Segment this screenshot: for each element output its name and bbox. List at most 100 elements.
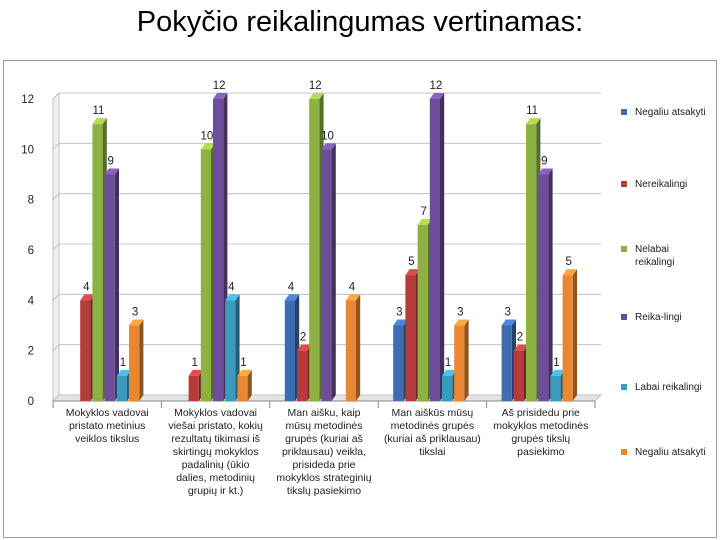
legend-label: Negaliu atsakyti (635, 447, 706, 458)
bar-side (548, 168, 553, 401)
data-label: 4 (228, 281, 235, 293)
data-label: 12 (213, 80, 226, 92)
data-label: 3 (457, 307, 463, 319)
chart-frame: 0 2 4 6 8 10 12 4 11 9 1 3 1 10 12 4 1 4 2 12 10 4 3 5 7 12 1 3 3 2 11… (3, 60, 717, 538)
bar (562, 275, 573, 401)
x-tick-label: Mokyklos vadovai pristato metinius veiklos… (65, 407, 149, 445)
bar (297, 350, 308, 401)
bar-top (538, 168, 553, 175)
bar (92, 124, 103, 401)
y-tick-label: 12 (21, 94, 34, 106)
legend-swatch (621, 384, 627, 390)
data-label: 2 (517, 332, 523, 344)
bar-top (321, 143, 336, 150)
bar-top (116, 369, 132, 376)
bar (80, 300, 91, 401)
bar-top (80, 294, 95, 301)
data-label: 2 (300, 332, 306, 344)
bar-side (247, 369, 252, 401)
data-label: 9 (541, 156, 547, 168)
legend-label: Nereikalingi (635, 179, 688, 190)
data-label: 11 (526, 105, 538, 117)
bar-top (501, 319, 516, 326)
bar (309, 99, 320, 401)
y-tick-label: 2 (28, 346, 34, 358)
bar (225, 300, 236, 401)
bar-top (442, 369, 457, 376)
bar (188, 375, 199, 401)
data-label: 4 (288, 281, 295, 293)
data-label: 5 (408, 256, 414, 268)
bar-top (225, 294, 240, 301)
y-tick-label: 4 (28, 295, 35, 307)
data-label: 3 (504, 307, 510, 319)
legend-swatch (621, 246, 627, 252)
data-label: 4 (349, 281, 356, 293)
data-label: 11 (93, 105, 105, 117)
bar-top (405, 269, 420, 276)
bar-top (129, 319, 144, 326)
legend-label: Labai reikalingi (635, 382, 702, 393)
bar-top (284, 294, 300, 301)
bar-side (114, 168, 119, 401)
data-label: 1 (553, 357, 559, 369)
bar (237, 375, 248, 401)
bar-side (572, 269, 577, 401)
legend-label: Negaliu atsakyti (635, 107, 706, 118)
bar-top (417, 218, 432, 225)
bar (417, 224, 428, 401)
bar (526, 124, 537, 401)
gridline (52, 142, 601, 150)
gridline (52, 193, 601, 200)
data-label: 12 (309, 80, 322, 92)
data-label: 10 (321, 130, 334, 142)
bar-top (188, 369, 203, 376)
bar (345, 300, 356, 401)
bar (405, 275, 416, 401)
x-tick-label: Mokyklos vadovai viešai pristato, kokių re… (168, 407, 263, 497)
bar-top (562, 269, 577, 276)
data-label: 12 (430, 80, 443, 92)
bar-top (345, 294, 361, 301)
page-title: Pokyčio reikalingumas vertinamas: (136, 6, 584, 38)
bar-side (331, 143, 336, 401)
bar (454, 325, 465, 401)
x-tick-label: Man aiškūs mūsų metodinės grupės (kuriai a… (383, 407, 481, 458)
bar-side (440, 93, 445, 401)
bar-top (92, 118, 107, 125)
data-label: 3 (132, 307, 138, 319)
y-tick-label: 10 (21, 144, 34, 156)
data-label: 10 (201, 130, 214, 142)
data-label: 7 (420, 206, 426, 218)
data-label: 3 (396, 307, 402, 319)
data-label: 9 (107, 156, 113, 168)
bar (116, 375, 127, 401)
legend-swatch (621, 449, 627, 455)
bar-side (139, 319, 144, 401)
bar (321, 149, 332, 401)
bar-top (213, 93, 228, 99)
bar-top (550, 369, 565, 376)
bar-top (104, 168, 119, 175)
legend-label: Reika-lingi (635, 312, 682, 323)
data-label: 1 (191, 357, 197, 369)
bar-top (513, 344, 529, 351)
bar (200, 149, 211, 401)
legend-swatch (621, 181, 627, 187)
bar (513, 350, 524, 401)
gridline (52, 92, 601, 100)
bar-top (526, 118, 541, 125)
bar (442, 375, 453, 401)
bar (284, 300, 295, 401)
bar (429, 99, 440, 401)
bar-top (200, 143, 216, 150)
bar (501, 325, 512, 401)
data-label: 1 (445, 357, 451, 369)
bar (550, 375, 561, 401)
data-label: 5 (565, 256, 571, 268)
bar (104, 174, 115, 401)
data-label: 1 (120, 357, 126, 369)
y-tick-label: 8 (28, 195, 34, 207)
y-tick-label: 6 (28, 245, 34, 257)
